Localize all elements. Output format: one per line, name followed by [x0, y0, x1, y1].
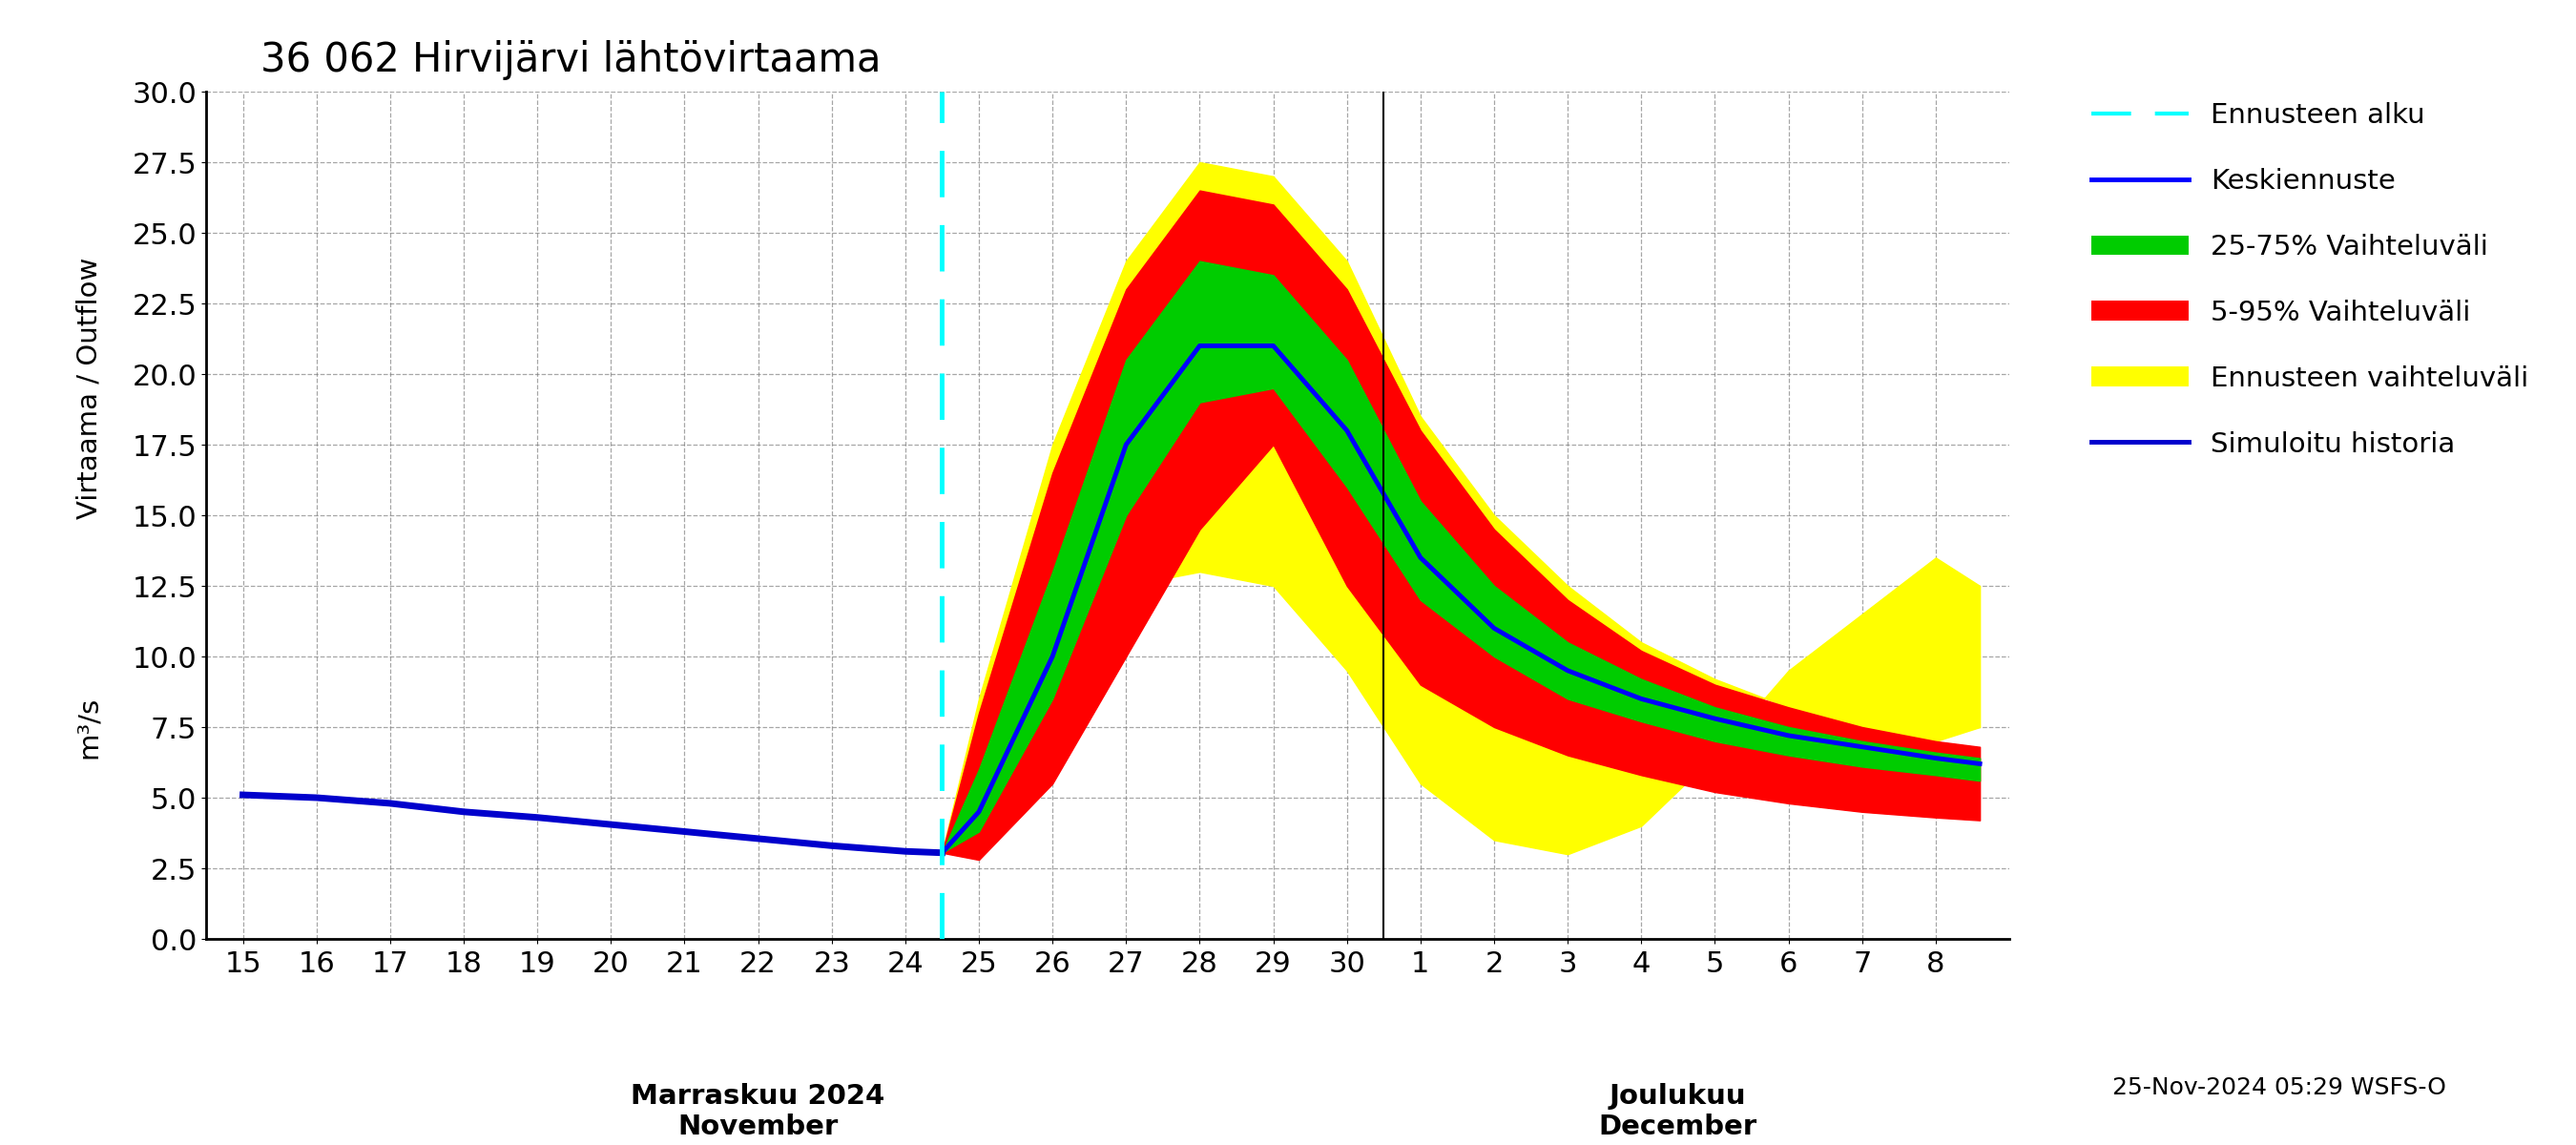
Text: Marraskuu 2024
November: Marraskuu 2024 November [631, 1083, 886, 1140]
Text: 36 062 Hirvijärvi lähtövirtaama: 36 062 Hirvijärvi lähtövirtaama [260, 40, 881, 80]
Text: m³/s: m³/s [75, 696, 103, 758]
Text: Joulukuu
December: Joulukuu December [1600, 1083, 1757, 1140]
Legend: Ennusteen alku, Keskiennuste, 25-75% Vaihteluväli, 5-95% Vaihteluväli, Ennusteen: Ennusteen alku, Keskiennuste, 25-75% Vai… [2076, 88, 2543, 472]
Text: 25-Nov-2024 05:29 WSFS-O: 25-Nov-2024 05:29 WSFS-O [2112, 1076, 2447, 1099]
Text: Virtaama / Outflow: Virtaama / Outflow [75, 258, 103, 519]
